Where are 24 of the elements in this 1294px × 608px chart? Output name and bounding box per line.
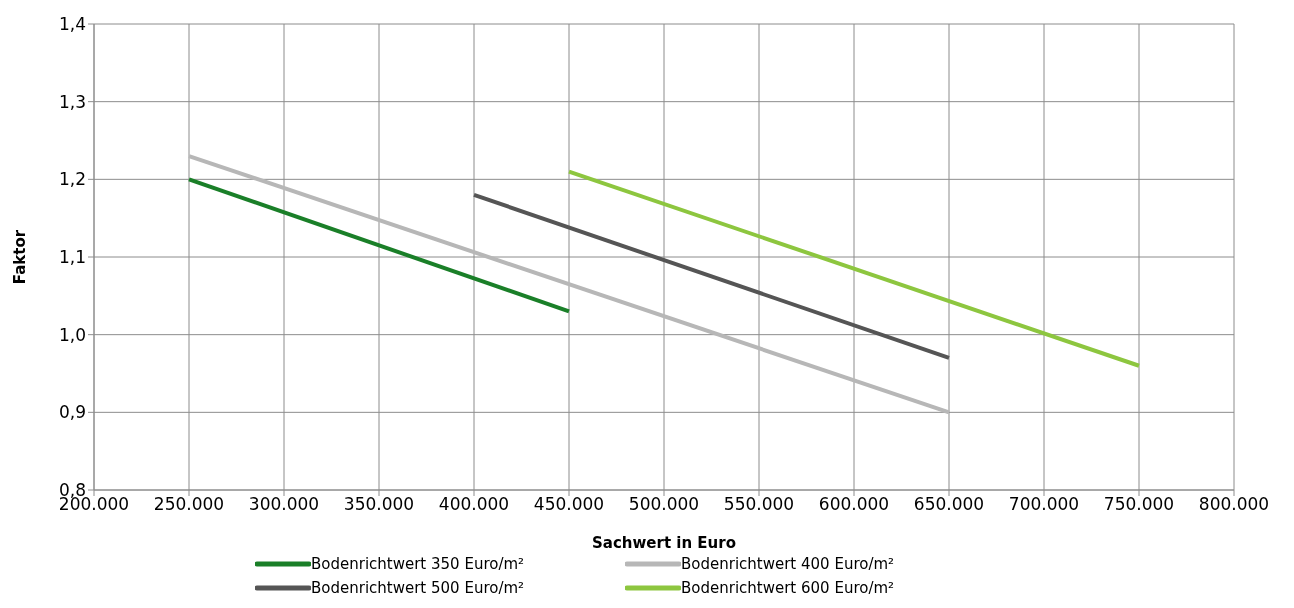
y-axis-title: Faktor <box>11 229 30 285</box>
y-tick-label: 1,2 <box>58 169 86 190</box>
x-tick-label: 300.000 <box>248 494 320 515</box>
x-tick-label: 750.000 <box>1103 494 1175 515</box>
y-tick-label: 1,3 <box>58 91 86 112</box>
x-tick-label: 700.000 <box>1008 494 1080 515</box>
x-tick-label: 400.000 <box>438 494 510 515</box>
x-tick-label: 650.000 <box>913 494 985 515</box>
y-tick-label: 1,0 <box>58 324 86 345</box>
x-tick-label: 450.000 <box>533 494 605 515</box>
x-tick-label: 350.000 <box>343 494 415 515</box>
legend-label: Bodenrichtwert 400 Euro/m² <box>681 555 895 573</box>
x-tick-label: 500.000 <box>628 494 700 515</box>
legend-label: Bodenrichtwert 500 Euro/m² <box>311 579 525 597</box>
x-tick-label: 250.000 <box>153 494 225 515</box>
x-tick-label: 550.000 <box>723 494 795 515</box>
legend-label: Bodenrichtwert 600 Euro/m² <box>681 579 895 597</box>
legend-label: Bodenrichtwert 350 Euro/m² <box>311 555 525 573</box>
x-tick-label: 800.000 <box>1198 494 1270 515</box>
y-tick-label: 1,4 <box>58 14 86 35</box>
x-axis-title: Sachwert in Euro <box>592 534 736 552</box>
x-tick-label: 600.000 <box>818 494 890 515</box>
y-tick-label: 1,1 <box>58 247 86 268</box>
y-tick-label: 0,9 <box>58 402 86 423</box>
